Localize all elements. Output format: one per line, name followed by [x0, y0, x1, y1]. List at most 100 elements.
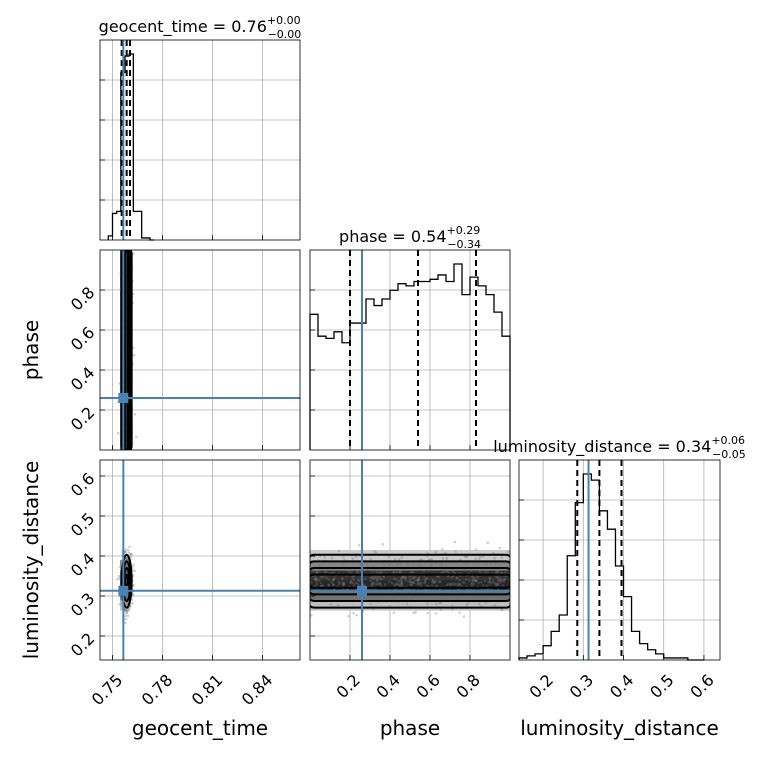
- scatter-point: [330, 556, 334, 560]
- scatter-point: [502, 578, 505, 582]
- scatter-point: [484, 563, 488, 566]
- xtick-label-luminosity_distance-2: 0.4: [606, 670, 637, 701]
- scatter-point: [131, 563, 135, 567]
- scatter-point: [399, 570, 403, 573]
- title-main-geocent_time: geocent_time = 0.76: [99, 17, 267, 37]
- density-cell-phase-vs-luminosity_distance: [410, 600, 421, 611]
- scatter-point: [450, 607, 454, 611]
- density-cell-phase-vs-luminosity_distance: [490, 600, 501, 611]
- scatter-point: [320, 576, 323, 579]
- scatter-point: [431, 581, 434, 584]
- xtick-label-phase-2: 0.6: [412, 670, 443, 701]
- scatter-point: [125, 557, 129, 561]
- density-cell-phase-vs-luminosity_distance: [460, 560, 471, 571]
- scatter-point: [438, 601, 441, 605]
- density-cell-phase-vs-luminosity_distance: [480, 600, 491, 611]
- scatter-point: [398, 571, 402, 574]
- scatter-point: [446, 582, 450, 586]
- ytick-label-luminosity_distance-3: 0.5: [67, 509, 98, 540]
- density-cell-phase-vs-luminosity_distance: [400, 580, 411, 591]
- scatter-point: [390, 581, 394, 585]
- scatter-point: [382, 575, 386, 579]
- scatter-point: [493, 556, 496, 560]
- scatter-point: [371, 581, 374, 585]
- ytick-label-phase-2: 0.6: [67, 323, 98, 354]
- density-cell-phase-vs-luminosity_distance: [360, 560, 371, 571]
- scatter-point: [495, 582, 498, 585]
- scatter-point: [495, 570, 499, 573]
- title-phase: phase = 0.54+0.29 −0.34: [339, 224, 481, 251]
- scatter-point: [127, 551, 131, 555]
- scatter-point: [434, 602, 438, 606]
- scatter-point: [498, 579, 502, 583]
- contour-geocent_time-vs-phase-0: [124, 250, 129, 450]
- scatter-point: [342, 556, 345, 559]
- scatter-point: [417, 576, 421, 579]
- scatter-point: [372, 576, 375, 579]
- density-cell-phase-vs-luminosity_distance: [310, 580, 321, 591]
- scatter-point: [430, 584, 434, 587]
- scatter-point: [357, 544, 361, 547]
- scatter-point: [326, 595, 329, 599]
- scatter-point: [355, 555, 358, 559]
- scatter-point: [125, 611, 128, 614]
- scatter-point: [409, 581, 413, 585]
- contour-phase-vs-luminosity_distance-3: [310, 553, 510, 609]
- scatter-point: [323, 570, 327, 574]
- scatter-point: [452, 582, 455, 585]
- density-cell-phase-vs-luminosity_distance: [440, 600, 451, 611]
- scatter-point: [126, 614, 130, 618]
- scatter-point: [315, 570, 319, 574]
- xtick-label-geocent_time-3: 0.84: [238, 670, 277, 709]
- scatter-point: [401, 575, 405, 578]
- scatter-point: [395, 581, 399, 585]
- scatter-point: [381, 561, 385, 565]
- density-cell-phase-vs-luminosity_distance: [480, 580, 491, 591]
- scatter-point: [331, 583, 335, 587]
- scatter-point: [426, 611, 430, 615]
- hist-panel-geocent_time: [99, 39, 301, 241]
- scatter-point: [411, 563, 415, 567]
- scatter-point: [419, 584, 422, 587]
- scatter-point: [398, 597, 402, 601]
- scatter-point: [422, 569, 426, 573]
- scatter-point: [500, 608, 504, 612]
- scatter-point: [314, 584, 318, 588]
- scatter-point: [404, 568, 407, 572]
- scatter-point: [336, 594, 339, 598]
- scatter-point: [124, 602, 128, 605]
- scatter-point: [314, 577, 318, 580]
- scatter-point: [433, 581, 436, 585]
- scatter-point: [496, 582, 500, 586]
- title-plus-geocent_time: +0.00: [267, 14, 301, 27]
- scatter-point: [392, 577, 396, 580]
- scatter-point: [132, 353, 136, 357]
- scatter-point: [444, 569, 448, 573]
- scatter-point: [126, 609, 130, 613]
- density-cell-phase-vs-luminosity_distance: [500, 600, 510, 611]
- scatter-point: [488, 579, 492, 583]
- scatter-point: [434, 612, 438, 615]
- scatter-point: [405, 602, 409, 606]
- scatter-point: [375, 571, 379, 574]
- scatter-point: [329, 597, 333, 600]
- truth-marker-geocent_time-vs-luminosity_distance: [118, 585, 129, 596]
- scatter-point: [463, 555, 467, 558]
- scatter-point: [337, 549, 341, 553]
- scatter-point: [506, 550, 510, 554]
- scatter-point: [477, 581, 480, 585]
- frame-phase-vs-luminosity_distance: [309, 459, 511, 661]
- scatter-point: [369, 557, 372, 561]
- scatter-point: [446, 569, 450, 573]
- density-cell-phase-vs-luminosity_distance: [430, 580, 441, 591]
- scatter-point: [388, 563, 391, 566]
- scatter-point: [341, 577, 344, 580]
- density-cell-phase-vs-luminosity_distance: [500, 560, 510, 571]
- scatter-point: [398, 584, 402, 588]
- scatter-point: [373, 550, 376, 553]
- contour-phase-vs-luminosity_distance-2: [310, 560, 510, 602]
- scatter-point: [373, 576, 377, 580]
- scatter-point: [124, 558, 128, 561]
- scatter-point: [363, 577, 367, 580]
- scatter-point: [445, 557, 449, 560]
